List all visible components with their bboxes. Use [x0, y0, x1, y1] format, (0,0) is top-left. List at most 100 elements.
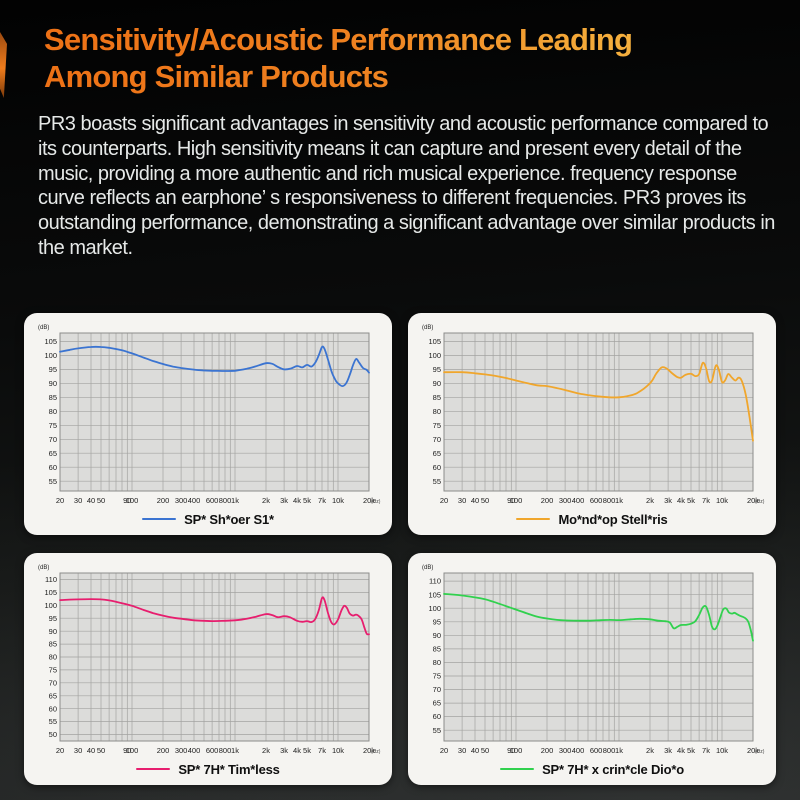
frequency-response-chart: 110 105 100 95 90 85 80 75 70 65 60 55 50 (dB) 20 30 40 5… [34, 559, 382, 757]
svg-text:40: 40 [471, 746, 479, 755]
svg-text:75: 75 [433, 672, 441, 681]
svg-text:3k: 3k [664, 496, 672, 505]
svg-text:85: 85 [433, 645, 441, 654]
svg-text:30: 30 [458, 496, 466, 505]
svg-text:105: 105 [44, 337, 57, 346]
svg-text:800: 800 [219, 496, 232, 505]
svg-text:2k: 2k [646, 746, 654, 755]
legend-label: Mo*nd*op Stell*ris [558, 511, 668, 527]
svg-text:800: 800 [603, 746, 616, 755]
svg-text:2k: 2k [262, 746, 270, 755]
svg-text:80: 80 [433, 658, 441, 667]
svg-text:100: 100 [44, 601, 57, 610]
svg-text:65: 65 [49, 449, 57, 458]
svg-text:300: 300 [559, 746, 572, 755]
svg-text:65: 65 [433, 699, 441, 708]
svg-text:65: 65 [49, 691, 57, 700]
svg-text:50: 50 [481, 496, 489, 505]
svg-text:20: 20 [56, 746, 64, 755]
svg-text:50: 50 [49, 730, 57, 739]
svg-text:55: 55 [433, 726, 441, 735]
svg-text:5k: 5k [303, 746, 311, 755]
svg-text:7k: 7k [318, 496, 326, 505]
page-title: Sensitivity/Acoustic Performance Leading… [44, 22, 764, 95]
svg-text:40: 40 [87, 496, 95, 505]
svg-text:100: 100 [126, 746, 139, 755]
intro-paragraph: PR3 boasts significant advantages in sen… [38, 113, 775, 259]
svg-text:(dB): (dB) [38, 565, 49, 571]
chart-legend: SP* 7H* x crin*cle Dio*o [500, 758, 684, 780]
svg-text:20: 20 [56, 496, 64, 505]
legend-label: SP* Sh*oer S1* [184, 511, 274, 527]
svg-text:30: 30 [74, 496, 82, 505]
svg-text:200: 200 [541, 746, 554, 755]
svg-text:400: 400 [188, 746, 201, 755]
svg-text:90: 90 [433, 631, 441, 640]
svg-text:(Hz): (Hz) [755, 499, 765, 505]
chart-panel-sp-7h-crincle-dioo: 110 105 100 95 90 85 80 75 70 65 60 55 (dB) 20 30 40 50 9… [408, 553, 776, 785]
frequency-response-chart: 105 100 95 90 85 80 75 70 65 60 55 (dB) 20 30 40 50 90 10… [418, 319, 766, 507]
svg-text:80: 80 [433, 407, 441, 416]
svg-text:60: 60 [433, 463, 441, 472]
svg-text:60: 60 [49, 704, 57, 713]
svg-text:90: 90 [433, 379, 441, 388]
svg-text:400: 400 [572, 496, 585, 505]
svg-text:10k: 10k [716, 746, 728, 755]
svg-text:4k: 4k [293, 746, 301, 755]
svg-text:2k: 2k [262, 496, 270, 505]
svg-text:80: 80 [49, 653, 57, 662]
svg-text:70: 70 [49, 678, 57, 687]
frequency-response-chart: 105 100 95 90 85 80 75 70 65 60 55 (dB) 20 30 40 50 90 10… [34, 319, 382, 507]
svg-text:90: 90 [507, 746, 515, 755]
svg-text:600: 600 [206, 746, 219, 755]
chart-legend: SP* Sh*oer S1* [142, 508, 274, 530]
svg-text:(dB): (dB) [422, 325, 433, 331]
svg-text:7k: 7k [702, 496, 710, 505]
svg-text:7k: 7k [318, 746, 326, 755]
svg-text:75: 75 [49, 666, 57, 675]
svg-text:90: 90 [123, 496, 131, 505]
chart-panel-mondop-stellris: 105 100 95 90 85 80 75 70 65 60 55 (dB) 20 30 40 50 90 10… [408, 313, 776, 535]
svg-text:90: 90 [49, 627, 57, 636]
svg-text:600: 600 [590, 496, 603, 505]
title-line-1: Sensitivity/Acoustic Performance Leading [44, 22, 633, 57]
legend-line-swatch [500, 767, 535, 771]
svg-text:1k: 1k [615, 746, 623, 755]
svg-text:100: 100 [510, 496, 523, 505]
svg-text:300: 300 [559, 496, 572, 505]
orange-accent-shape [0, 32, 7, 98]
svg-text:60: 60 [49, 463, 57, 472]
chart-panel-sp-shoer-s1: 105 100 95 90 85 80 75 70 65 60 55 (dB) 20 30 40 50 90 10… [24, 313, 392, 535]
svg-text:1k: 1k [615, 496, 623, 505]
svg-text:60: 60 [433, 712, 441, 721]
svg-text:200: 200 [157, 746, 170, 755]
chart-legend: Mo*nd*op Stell*ris [516, 508, 668, 530]
svg-text:105: 105 [428, 337, 441, 346]
svg-text:20k: 20k [363, 746, 375, 755]
svg-text:800: 800 [603, 496, 616, 505]
svg-text:400: 400 [572, 746, 585, 755]
svg-text:5k: 5k [687, 496, 695, 505]
svg-text:10k: 10k [332, 496, 344, 505]
svg-text:400: 400 [188, 496, 201, 505]
svg-text:(dB): (dB) [422, 565, 433, 571]
svg-text:90: 90 [123, 746, 131, 755]
svg-text:80: 80 [49, 407, 57, 416]
svg-text:100: 100 [44, 351, 57, 360]
svg-text:7k: 7k [702, 746, 710, 755]
svg-text:4k: 4k [677, 496, 685, 505]
svg-text:70: 70 [49, 435, 57, 444]
svg-text:300: 300 [175, 746, 188, 755]
svg-text:95: 95 [433, 365, 441, 374]
legend-line-swatch [516, 517, 551, 521]
svg-text:105: 105 [428, 590, 441, 599]
svg-text:1k: 1k [231, 496, 239, 505]
chart-panel-sp-7h-timless: 110 105 100 95 90 85 80 75 70 65 60 55 50 (dB) 20 30 40 5… [24, 553, 392, 785]
svg-text:100: 100 [126, 496, 139, 505]
svg-text:4k: 4k [677, 746, 685, 755]
svg-text:55: 55 [433, 477, 441, 486]
svg-text:65: 65 [433, 449, 441, 458]
svg-text:70: 70 [433, 435, 441, 444]
svg-text:20k: 20k [363, 496, 375, 505]
svg-text:85: 85 [49, 640, 57, 649]
